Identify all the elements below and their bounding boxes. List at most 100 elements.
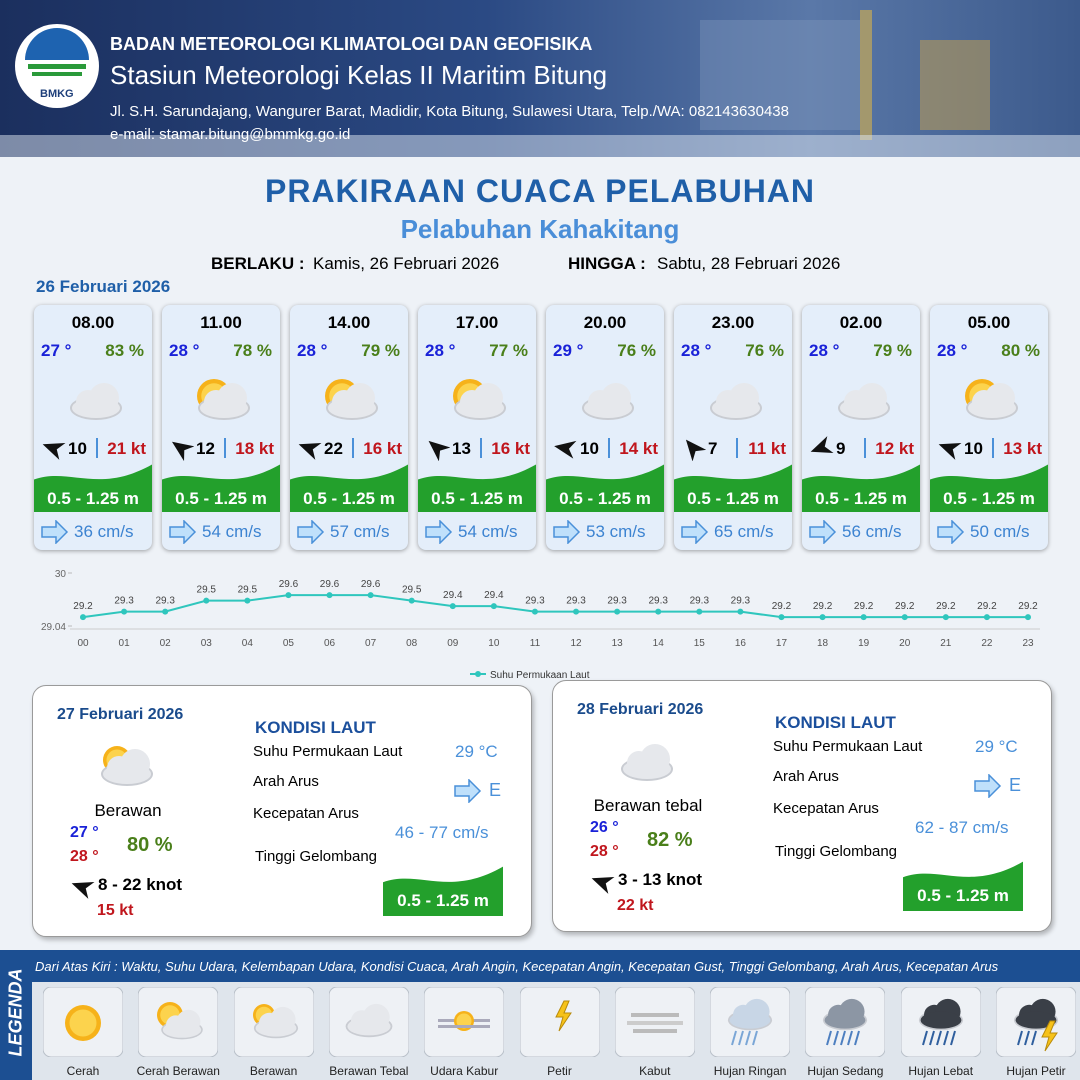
current-direction [937,520,965,544]
separator [224,438,226,458]
valid-from-label: BERLAKU : [211,254,305,273]
current-speed: 50 cm/s [970,522,1030,541]
current-direction [681,520,709,544]
cloud [253,1006,298,1039]
current-direction [425,520,453,544]
wind-arrow [938,442,962,460]
x-tick-label: 16 [735,638,747,649]
humidity: 79 % [873,341,912,360]
rain-drop [942,1030,949,1046]
sst-point [244,597,251,604]
data-label: 29.6 [279,579,299,590]
separator [992,438,994,458]
gust: 21 kt [107,439,146,458]
separator-bar [352,438,354,458]
humidity: 76 % [745,341,784,360]
rain-drop [847,1030,854,1046]
condition: Berawan tebal [593,796,703,815]
sst-point [203,597,210,604]
data-label: 29.2 [936,601,956,612]
separator-bar [736,438,738,458]
x-tick-label: 07 [365,638,377,649]
cloud [198,383,250,420]
separator-bar [96,438,98,458]
sst-point [778,614,785,621]
cloud [621,744,673,781]
wave-area [930,464,1048,512]
wind-range: 8 - 22 knot [98,875,183,894]
rain-drop [745,1030,752,1046]
sst-label: Suhu Permukaan Laut [773,738,923,755]
humidity: 76 % [617,341,656,360]
gust: 15 kt [97,902,134,919]
time: 14.00 [327,313,371,332]
legend-box [519,987,600,1057]
cloud [161,1009,204,1040]
legend-item: Hujan Petir [1006,1064,1066,1078]
rain-drop [840,1030,847,1046]
data-label: 29.2 [772,601,792,612]
sst-point [121,608,128,615]
crane [860,10,872,140]
data-label: 29.5 [238,585,258,596]
gust: 22 kt [617,897,654,914]
gust: 16 kt [363,439,402,458]
cloud [727,998,773,1031]
data-label: 29.4 [443,590,463,601]
valid-to-label: HINGGA : [568,254,646,273]
cloud [454,383,506,420]
legend-icon [233,987,314,1057]
sun-core [69,1009,97,1037]
cloud [582,383,634,420]
sst-point [162,608,169,615]
current-arrow [169,520,197,544]
x-tick-label: 14 [653,638,665,649]
current-speed: 53 cm/s [586,522,646,541]
weather-icon [101,746,153,786]
data-label: 29.3 [690,596,710,607]
x-tick-label: 00 [77,638,89,649]
forecast-card: 23.00 28 ° 76 % 7 11 kt 0.5 - 1.25 m 65 cm/s [674,305,792,550]
wind-arrow [171,441,194,461]
legend-item: Hujan Sedang [807,1064,884,1078]
time: 11.00 [200,313,242,332]
temperature: 28 ° [425,341,456,360]
sst-point [696,608,703,615]
day1-date: 26 Februari 2026 [36,277,171,296]
sst-point [449,603,456,610]
cloud [838,383,890,420]
sst-point [531,608,538,615]
rain-drop [1017,1030,1023,1046]
data-label: 29.2 [813,601,833,612]
sst-line [82,594,1028,619]
legend-description: Dari Atas Kiri : Waktu, Suhu Udara, Kele… [35,959,999,974]
data-label: 29.5 [402,585,422,596]
wave-height: 0.5 - 1.25 m [303,489,395,508]
dir: E [1009,775,1022,795]
forecast-card: 20.00 29 ° 76 % 10 14 kt 0.5 - 1.25 m 53 cm/s [546,305,664,550]
wave-shape [34,464,152,512]
wave-height: 0.5 - 1.25 m [687,489,779,508]
x-tick-label: 21 [940,638,952,649]
wind-direction [171,441,194,461]
data-label: 29.2 [854,601,874,612]
forecast-card: 05.00 28 ° 80 % 10 13 kt 0.5 - 1.25 m 50 cm/s [930,305,1048,550]
sst-point [408,597,415,604]
cloud [710,383,762,420]
x-tick-label: 01 [119,638,131,649]
sst-point [490,603,497,610]
wind-direction [810,436,834,454]
weather-icon [838,383,890,420]
rain-drop [935,1030,942,1046]
x-tick-label: 05 [283,638,295,649]
sst-point [655,608,662,615]
wave-height: 0.5 - 1.25 m [397,891,489,910]
separator [96,438,98,458]
weather-icon [197,379,250,420]
current-speed: 36 cm/s [74,522,134,541]
current-direction [169,520,197,544]
data-label: 29.3 [155,596,175,607]
fog [626,1021,683,1025]
humidity: 83 % [105,341,144,360]
data-label: 29.3 [525,596,545,607]
